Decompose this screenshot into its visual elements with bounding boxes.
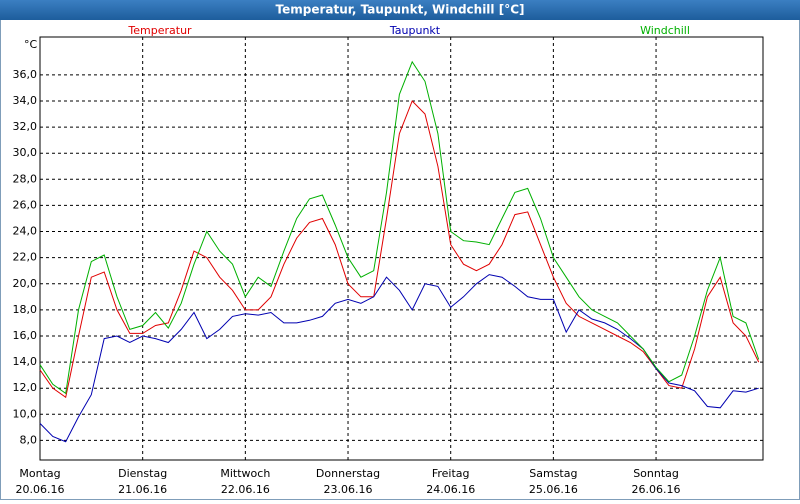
x-tick-label: Sonntag [633,467,679,480]
x-tick-date: 20.06.16 [16,483,65,496]
y-tick-label: 12,0 [13,381,38,394]
y-tick-label: 36,0 [13,68,38,81]
x-tick-date: 24.06.16 [426,483,475,496]
y-tick-label: 26,0 [13,198,38,211]
legend-label: Windchill [640,24,690,37]
x-tick-label: Freitag [432,467,470,480]
y-axis-label: °C [24,38,38,51]
y-tick-label: 8,0 [20,433,38,446]
y-tick-label: 32,0 [13,120,38,133]
chart-title: Temperatur, Taupunkt, Windchill [°C] [276,3,525,17]
x-tick-label: Montag [19,467,60,480]
y-tick-label: 28,0 [13,172,38,185]
x-tick-label: Donnerstag [316,467,380,480]
title-bar [0,0,800,20]
y-tick-label: 10,0 [13,407,38,420]
x-tick-label: Dienstag [118,467,167,480]
x-tick-label: Samstag [529,467,577,480]
legend-label: Taupunkt [389,24,441,37]
y-tick-label: 14,0 [13,355,38,368]
x-tick-date: 25.06.16 [529,483,578,496]
y-tick-label: 30,0 [13,146,38,159]
series-line [39,274,759,443]
y-tick-label: 16,0 [13,329,38,342]
x-tick-date: 23.06.16 [324,483,373,496]
x-tick-date: 21.06.16 [118,483,167,496]
y-tick-label: 20,0 [13,277,38,290]
y-tick-label: 18,0 [13,303,38,316]
series-line [39,100,760,399]
plot-area [39,36,764,461]
y-tick-label: 22,0 [13,251,38,264]
series-line [39,60,760,395]
x-tick-date: 22.06.16 [221,483,270,496]
y-tick-label: 24,0 [13,225,38,238]
legend-label: Temperatur [127,24,192,37]
x-tick-date: 26.06.16 [632,483,681,496]
x-tick-label: Mittwoch [220,467,270,480]
y-tick-label: 34,0 [13,94,38,107]
